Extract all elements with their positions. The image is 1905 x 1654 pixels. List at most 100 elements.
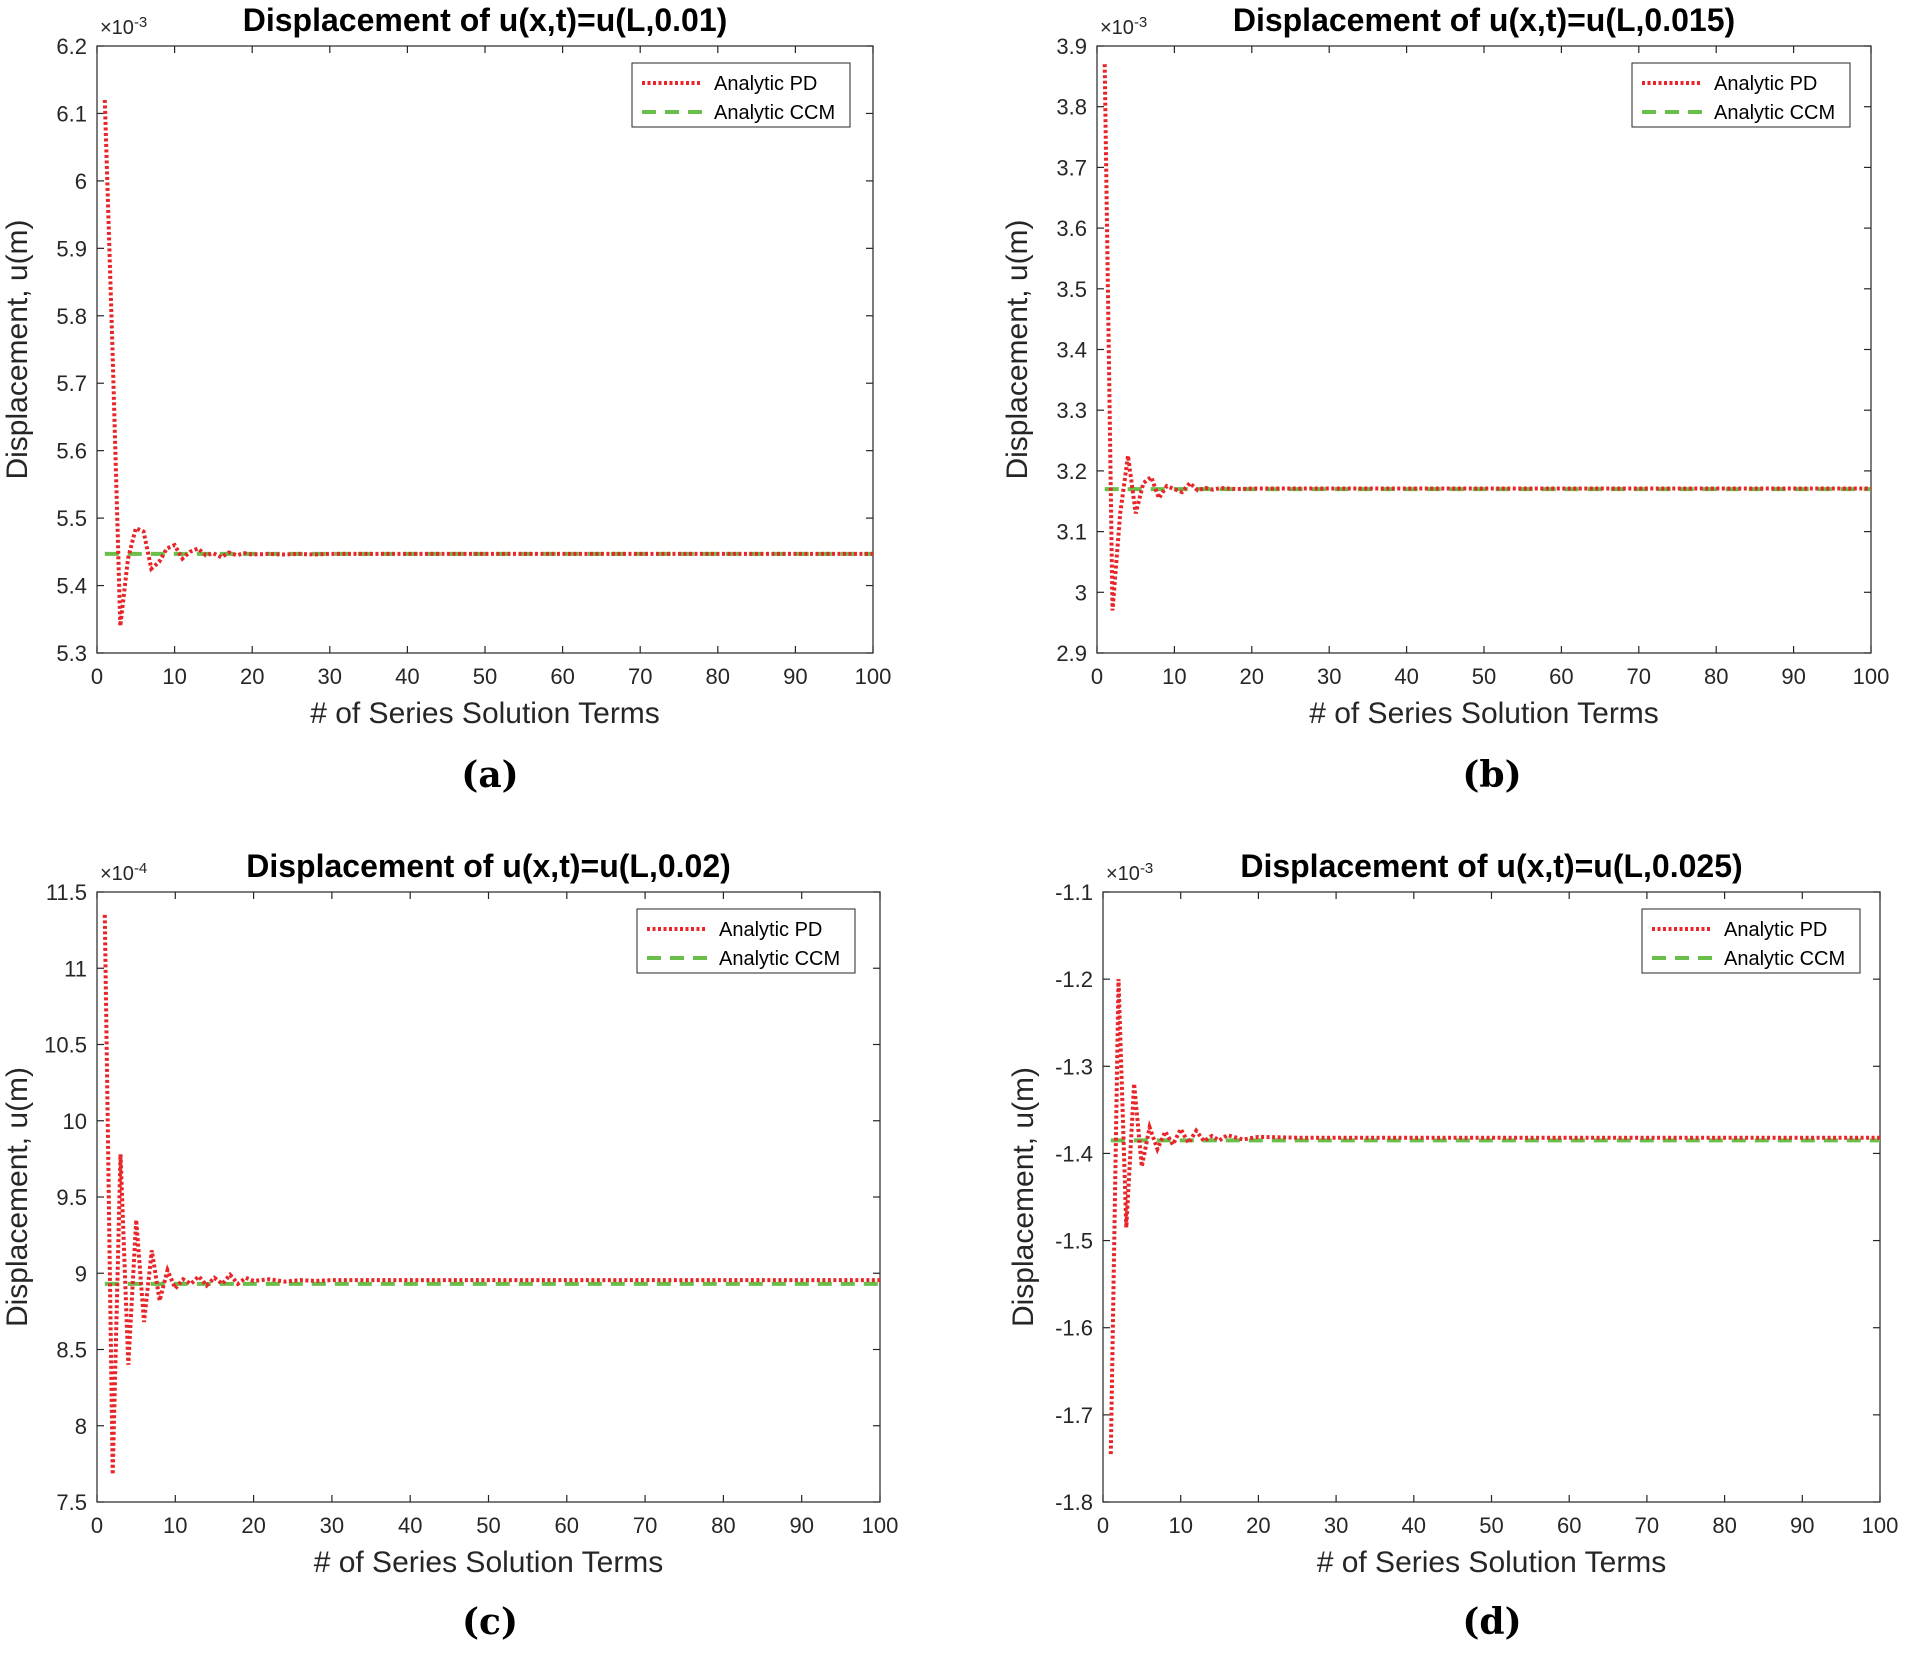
x-tick-label: 60 bbox=[550, 664, 574, 689]
x-tick-label: 90 bbox=[783, 664, 807, 689]
y-tick-label: 10 bbox=[63, 1109, 87, 1134]
plot-area bbox=[1102, 891, 1881, 1503]
y-tick-label: 5.8 bbox=[56, 304, 87, 329]
legend: Analytic PD Analytic CCM bbox=[1641, 908, 1861, 974]
x-tick-label: 100 bbox=[1862, 1513, 1899, 1538]
x-tick-label: 40 bbox=[1402, 1513, 1426, 1538]
x-tick-label: 90 bbox=[789, 1513, 813, 1538]
panel-label: (d) bbox=[1462, 1601, 1521, 1643]
x-tick-label: 80 bbox=[1704, 664, 1728, 689]
legend-box bbox=[636, 908, 856, 974]
legend-box bbox=[631, 62, 851, 128]
panel-label: (b) bbox=[1462, 754, 1521, 796]
y-axis-label: Displacement, u(m) bbox=[1007, 1067, 1040, 1327]
legend-entry: Analytic CCM bbox=[1714, 102, 1835, 124]
y-tick-label: 6 bbox=[75, 169, 87, 194]
chart-title: Displacement of u(x,t)=u(L,0.015) bbox=[1233, 2, 1735, 38]
plot-area bbox=[1096, 45, 1872, 654]
y-tick-label: 7.5 bbox=[56, 1490, 87, 1515]
y-tick-label: 6.2 bbox=[56, 34, 87, 59]
x-axis-label: # of Series Solution Terms bbox=[310, 697, 660, 730]
x-tick-label: 30 bbox=[1317, 664, 1341, 689]
y-tick-label: 5.5 bbox=[56, 506, 87, 531]
chart-title: Displacement of u(x,t)=u(L,0.01) bbox=[243, 2, 728, 38]
y-tick-label: 3.3 bbox=[1056, 398, 1087, 423]
chart-panel-4: 0 10 20 30 40 50 60 70 80 90 100 -1.8 -1.7 -1.6 -1.5 -1… bbox=[1007, 848, 1898, 1643]
y-tick-label: -1.3 bbox=[1055, 1054, 1093, 1079]
y-tick-label: 5.3 bbox=[56, 641, 87, 666]
x-tick-label: 80 bbox=[1712, 1513, 1736, 1538]
x-tick-label: 50 bbox=[1472, 664, 1496, 689]
y-tick-label: 5.9 bbox=[56, 236, 87, 261]
y-tick-label: 8 bbox=[75, 1414, 87, 1439]
x-tick-label: 80 bbox=[711, 1513, 735, 1538]
y-tick-label: 5.4 bbox=[56, 574, 87, 599]
plot-area bbox=[96, 891, 881, 1503]
x-tick-label: 70 bbox=[1627, 664, 1651, 689]
y-axis-label: Displacement, u(m) bbox=[1, 219, 34, 479]
legend-box bbox=[1641, 908, 1861, 974]
y-tick-label: -1.7 bbox=[1055, 1403, 1093, 1428]
legend-entry: Analytic PD bbox=[1724, 919, 1827, 941]
y-tick-label: 8.5 bbox=[56, 1338, 87, 1363]
y-tick-label: 11 bbox=[64, 956, 87, 981]
x-tick-label: 0 bbox=[91, 664, 103, 689]
y-tick-label: 3 bbox=[1075, 580, 1087, 605]
y-tick-label: 5.6 bbox=[56, 439, 87, 464]
legend: Analytic PD Analytic CCM bbox=[1631, 62, 1851, 128]
y-axis-label: Displacement, u(m) bbox=[1, 1067, 34, 1327]
legend-entry: Analytic PD bbox=[719, 919, 822, 941]
y-tick-label: -1.5 bbox=[1055, 1229, 1093, 1254]
axis-exponent: ×10-3 bbox=[1100, 14, 1147, 39]
x-axis-label: # of Series Solution Terms bbox=[1309, 697, 1659, 730]
y-tick-label: 10.5 bbox=[44, 1033, 87, 1058]
series-line-analytic-pd bbox=[1108, 979, 1880, 1455]
x-tick-label: 20 bbox=[241, 1513, 265, 1538]
y-tick-label: -1.2 bbox=[1055, 967, 1093, 992]
y-tick-label: 3.5 bbox=[1056, 277, 1087, 302]
legend-entry: Analytic CCM bbox=[714, 102, 835, 124]
panel-label: (a) bbox=[461, 754, 518, 796]
series-line-analytic-pd bbox=[102, 914, 880, 1475]
x-tick-label: 0 bbox=[1091, 664, 1103, 689]
x-tick-label: 20 bbox=[1240, 664, 1264, 689]
axis-exponent-power: -3 bbox=[1134, 14, 1147, 31]
x-tick-label: 10 bbox=[163, 1513, 187, 1538]
plot-area bbox=[96, 45, 874, 654]
x-tick-label: 50 bbox=[1479, 1513, 1503, 1538]
y-tick-label: -1.6 bbox=[1055, 1316, 1093, 1341]
panel-label: (c) bbox=[462, 1601, 518, 1643]
x-tick-label: 40 bbox=[398, 1513, 422, 1538]
y-tick-label: 3.7 bbox=[1056, 155, 1087, 180]
axis-exponent-power: -3 bbox=[1140, 860, 1153, 877]
x-tick-label: 20 bbox=[240, 664, 264, 689]
x-tick-label: 30 bbox=[320, 1513, 344, 1538]
x-tick-label: 90 bbox=[1781, 664, 1805, 689]
x-tick-label: 90 bbox=[1790, 1513, 1814, 1538]
x-tick-label: 40 bbox=[1394, 664, 1418, 689]
x-tick-label: 10 bbox=[162, 664, 186, 689]
x-tick-label: 80 bbox=[706, 664, 730, 689]
axis-exponent-power: -3 bbox=[134, 14, 147, 31]
legend-entry: Analytic PD bbox=[714, 73, 817, 95]
y-tick-label: 3.8 bbox=[1056, 95, 1087, 120]
y-tick-label: 3.1 bbox=[1056, 520, 1087, 545]
x-tick-label: 30 bbox=[1324, 1513, 1348, 1538]
x-tick-label: 70 bbox=[1635, 1513, 1659, 1538]
y-tick-label: 6.1 bbox=[56, 101, 87, 126]
x-tick-label: 10 bbox=[1162, 664, 1186, 689]
x-tick-label: 50 bbox=[476, 1513, 500, 1538]
y-tick-label: 3.9 bbox=[1056, 34, 1087, 59]
legend: Analytic PD Analytic CCM bbox=[631, 62, 851, 128]
series-line-analytic-pd bbox=[1102, 64, 1871, 611]
legend-entry: Analytic CCM bbox=[719, 948, 840, 970]
x-tick-label: 60 bbox=[1549, 664, 1573, 689]
axis-exponent-power: -4 bbox=[134, 860, 147, 877]
axis-exponent: ×10-3 bbox=[1106, 860, 1153, 885]
y-tick-label: 3.4 bbox=[1056, 338, 1087, 363]
legend-entry: Analytic CCM bbox=[1724, 948, 1845, 970]
x-axis-label: # of Series Solution Terms bbox=[1317, 1546, 1667, 1579]
chart-panel-1: 0 10 20 30 40 50 60 70 80 90 100 5.3 5.4 5.5 5.6 5.7 5.8… bbox=[1, 2, 891, 796]
y-tick-label: -1.4 bbox=[1055, 1141, 1093, 1166]
